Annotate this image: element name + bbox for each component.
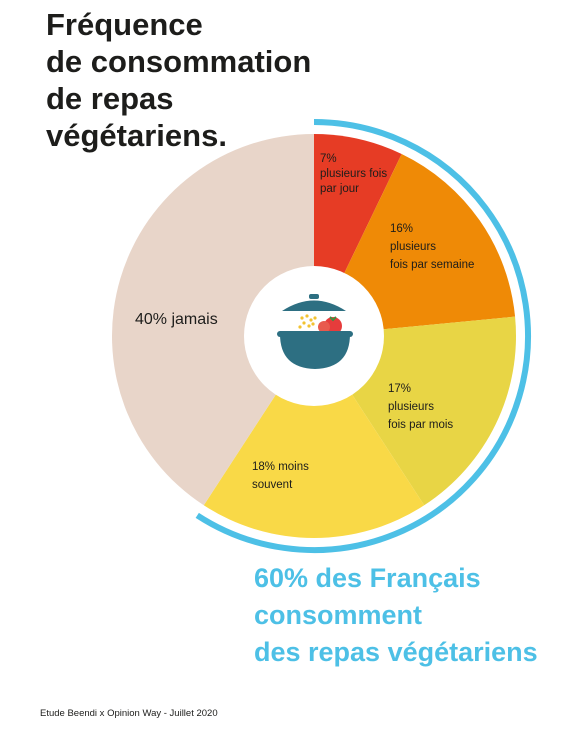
highlight-line: des repas végétariens (254, 637, 538, 667)
highlight-line: 60% des Français (254, 563, 481, 593)
chart-title: Fréquence de consommation de repas végét… (46, 6, 311, 154)
highlight-text: 60% des Français consomment des repas vé… (254, 560, 538, 671)
title-line: Fréquence (46, 7, 203, 42)
pie-slice (203, 336, 425, 538)
slice-label: 17% plusieurs fois par mois (388, 383, 453, 431)
source-note: Etude Beendi x Opinion Way - Juillet 202… (40, 708, 218, 719)
slice-label: 16% plusieurs fois par semaine (390, 223, 474, 271)
title-line: de consommation (46, 44, 312, 79)
slice-label: 40% jamais (135, 311, 218, 328)
highlight-line: consomment (254, 600, 423, 630)
pie-slice (112, 134, 315, 506)
slice-label: 7% plusieurs fois par jour (320, 153, 387, 195)
slice-label: 18% moins souvent (252, 461, 309, 491)
title-line: de repas (46, 81, 174, 116)
vegetable-pot-icon (277, 294, 353, 369)
highlight-arc (195, 119, 531, 553)
title-line: végétariens. (46, 118, 227, 153)
